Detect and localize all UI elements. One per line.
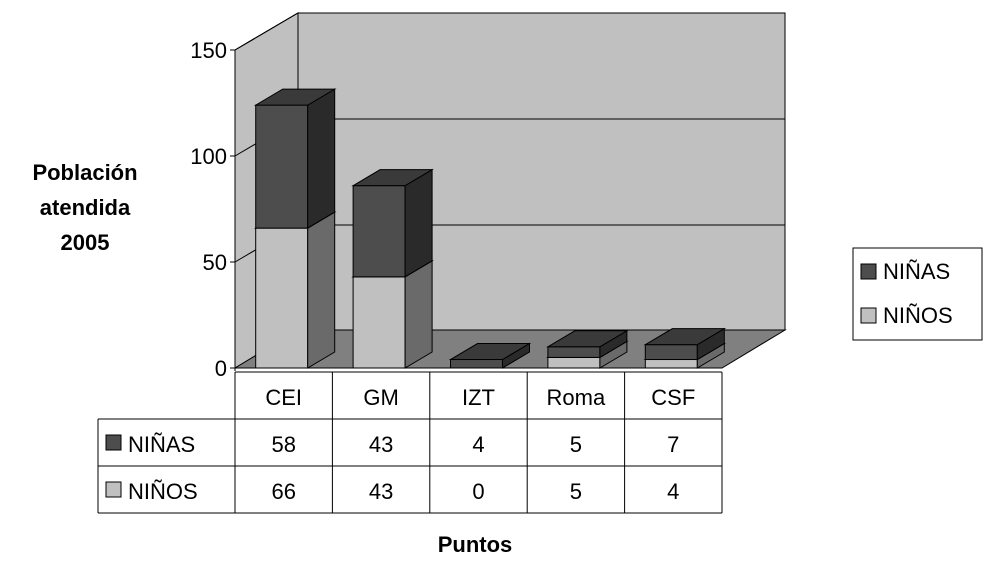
bar-front-face bbox=[547, 346, 601, 358]
bar-front-face bbox=[450, 359, 503, 369]
bar-top-face bbox=[643, 328, 727, 346]
bars bbox=[253, 88, 727, 369]
y-axis-title-line-3: 2005 bbox=[61, 230, 110, 255]
table-data-cell: 5 bbox=[570, 479, 582, 504]
table-category-label: Roma bbox=[547, 385, 606, 410]
table-data-cell: 0 bbox=[472, 479, 484, 504]
legend-label: NIÑOS bbox=[883, 303, 953, 328]
y-axis-title-line-2: atendida bbox=[40, 195, 131, 220]
table-category-label: GM bbox=[363, 385, 398, 410]
gridline bbox=[234, 12, 785, 51]
table-category-label: CEI bbox=[265, 385, 302, 410]
table-series-label: NIÑOS bbox=[128, 479, 198, 504]
bar-front-face bbox=[255, 227, 309, 369]
bar-top-face bbox=[546, 330, 629, 348]
x-axis-title: Puntos bbox=[438, 532, 513, 557]
table-data-cell: 5 bbox=[570, 432, 582, 457]
table-category-label: IZT bbox=[462, 385, 495, 410]
bar-front-face bbox=[644, 344, 698, 361]
bar-front-face bbox=[255, 104, 309, 229]
y-tick-label: 150 bbox=[190, 38, 227, 63]
table-data-cell: 66 bbox=[271, 479, 295, 504]
bar-side-face bbox=[404, 168, 433, 278]
table-data-cell: 43 bbox=[369, 479, 393, 504]
bar-front-face bbox=[352, 185, 406, 278]
y-tick-label: 50 bbox=[203, 250, 227, 275]
bar-top-face bbox=[253, 88, 337, 106]
table-series-label: NIÑAS bbox=[128, 432, 195, 457]
table-data-cell: 4 bbox=[472, 432, 484, 457]
y-axis: 0 50 100 150 bbox=[190, 38, 236, 381]
bar-side-face bbox=[307, 88, 336, 229]
bar-front-face bbox=[547, 356, 601, 369]
table-category-label: CSF bbox=[651, 385, 695, 410]
y-axis-title-line-1: Población bbox=[32, 160, 137, 185]
legend-box bbox=[852, 247, 983, 341]
table-series-swatch bbox=[105, 481, 122, 498]
bar-segment bbox=[546, 329, 629, 359]
bar-segment bbox=[253, 211, 337, 369]
legend-label: NIÑAS bbox=[883, 259, 950, 284]
bar-top-face bbox=[351, 169, 434, 187]
bar-top-face bbox=[448, 343, 532, 361]
bar-segment bbox=[351, 168, 434, 278]
bar-front-face bbox=[352, 276, 406, 369]
table-data-cell: 4 bbox=[667, 479, 679, 504]
legend: NIÑAS NIÑOS bbox=[852, 247, 983, 341]
table-data-cell: 7 bbox=[667, 432, 679, 457]
y-tick-label: 100 bbox=[190, 144, 227, 169]
table-data-cell: 58 bbox=[271, 432, 295, 457]
bar-front-face bbox=[644, 359, 698, 369]
bar-segment bbox=[448, 342, 532, 369]
legend-swatch bbox=[860, 263, 877, 280]
table-series-swatch bbox=[105, 434, 122, 451]
bar-side-face bbox=[307, 211, 336, 369]
bar-segment bbox=[643, 327, 727, 361]
data-table: CEI GM IZT Roma CSF NIÑAS 58 43 4 5 7 NIÑOS 66 43 0 5 4 bbox=[97, 371, 723, 514]
bar-side-face bbox=[404, 259, 433, 369]
legend-swatch bbox=[860, 307, 877, 324]
bar-segment bbox=[253, 88, 337, 229]
table-data-cell: 43 bbox=[369, 432, 393, 457]
y-tick-label: 0 bbox=[215, 356, 227, 381]
